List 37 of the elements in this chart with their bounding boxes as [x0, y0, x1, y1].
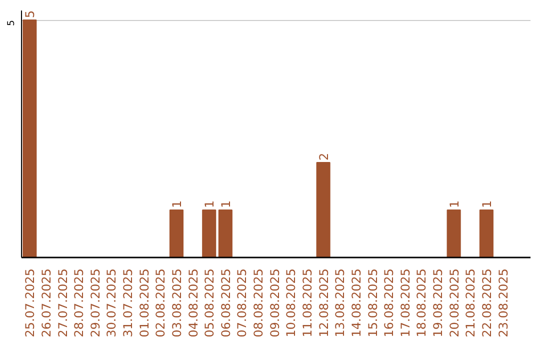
x-tick-label: 01.08.2025 — [137, 268, 152, 338]
x-tick-label: 25.07.2025 — [23, 268, 38, 338]
x-tick-label: 14.08.2025 — [349, 268, 364, 338]
x-tick-label: 22.08.2025 — [480, 268, 494, 338]
x-tick-label: 21.08.2025 — [464, 268, 478, 338]
x-tick-label: 31.07.2025 — [121, 268, 136, 338]
x-tick-label: 07.08.2025 — [235, 268, 250, 338]
x-tick-label: 20.08.2025 — [447, 268, 462, 338]
x-tick-label: 30.07.2025 — [104, 268, 119, 338]
x-tick-label: 19.08.2025 — [431, 268, 446, 338]
data-label: 2 — [316, 152, 331, 160]
x-tick-label: 03.08.2025 — [170, 268, 184, 338]
x-tick-label: 10.08.2025 — [284, 268, 298, 338]
x-tick-label: 16.08.2025 — [382, 268, 396, 338]
data-label: 1 — [202, 200, 217, 208]
x-tick-label: 17.08.2025 — [398, 268, 412, 338]
data-label: 1 — [170, 200, 184, 208]
x-tick-label: 08.08.2025 — [252, 268, 266, 338]
x-tick-label: 23.08.2025 — [496, 268, 510, 338]
data-label: 1 — [447, 200, 462, 208]
x-tick-label: 18.08.2025 — [414, 268, 429, 338]
x-tick-label: 09.08.2025 — [268, 268, 282, 338]
x-tick-label: 26.07.2025 — [39, 268, 54, 338]
x-tick-label: 27.07.2025 — [56, 268, 70, 338]
x-tick-label: 15.08.2025 — [366, 268, 380, 338]
x-tick-label: 02.08.2025 — [154, 268, 168, 338]
x-tick-label: 04.08.2025 — [186, 268, 200, 338]
x-tick-label: 12.08.2025 — [316, 268, 331, 338]
data-label: 1 — [480, 200, 494, 208]
x-tick-label: 06.08.2025 — [218, 268, 233, 338]
x-tick-label: 29.07.2025 — [88, 268, 102, 338]
data-label: 5 — [23, 10, 38, 18]
x-tick-label: 13.08.2025 — [333, 268, 348, 338]
x-tick-label: 05.08.2025 — [202, 268, 217, 338]
x-tick-label: 11.08.2025 — [300, 268, 314, 338]
x-tick-label: 28.07.2025 — [72, 268, 86, 338]
data-label: 1 — [218, 200, 233, 208]
